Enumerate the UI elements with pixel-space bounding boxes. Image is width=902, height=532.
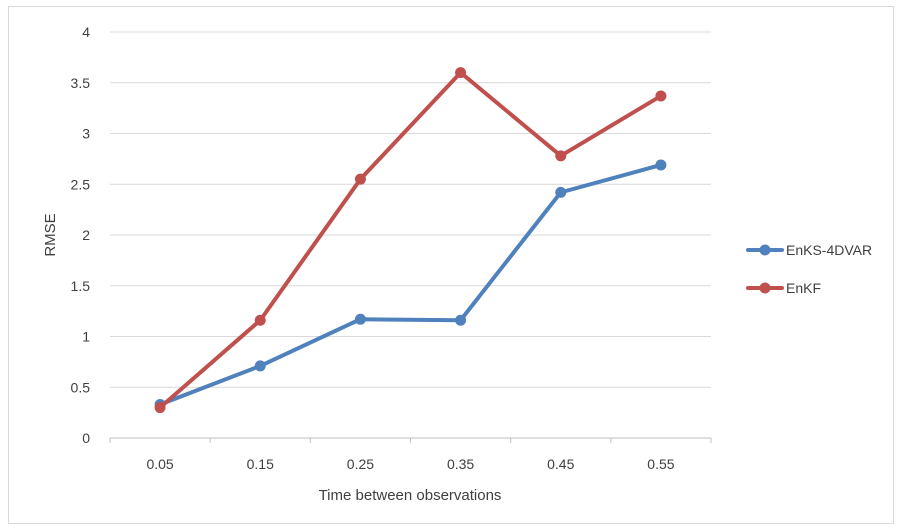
series-line	[158, 70, 663, 410]
legend-item: EnKS-4DVAR	[746, 242, 872, 258]
x-tick-label: 0.25	[347, 456, 374, 472]
data-point	[655, 90, 667, 102]
y-axis-title: RMSE	[42, 213, 59, 256]
data-point	[455, 314, 467, 326]
data-point	[354, 313, 366, 325]
y-tick-label: 0.5	[71, 379, 91, 395]
x-tick-label: 0.15	[247, 456, 274, 472]
series-enkf	[154, 67, 667, 414]
data-point	[555, 150, 567, 162]
legend-item: EnKF	[746, 280, 821, 296]
data-point	[254, 360, 266, 372]
legend-swatch-marker	[759, 282, 771, 294]
gridlines	[109, 31, 712, 443]
legend-swatch-marker	[759, 244, 771, 256]
series-line	[158, 162, 663, 407]
legend: EnKS-4DVAR EnKF	[746, 242, 872, 296]
legend-label: EnKF	[786, 280, 821, 296]
x-tick-label: 0.55	[647, 456, 674, 472]
y-tick-label: 3	[82, 126, 90, 142]
x-tick-label: 0.45	[547, 456, 574, 472]
y-tick-label: 1	[82, 329, 90, 345]
y-tick-label: 2.5	[71, 176, 91, 192]
x-axis-title: Time between observations	[319, 487, 502, 504]
x-tick-label: 0.05	[146, 456, 173, 472]
y-tick-label: 0	[82, 430, 90, 446]
y-tick-label: 4	[82, 24, 90, 40]
data-point	[154, 402, 166, 414]
x-axis-tick-labels: 0.05 0.15 0.25 0.35 0.45 0.55	[146, 456, 674, 472]
data-point	[455, 67, 467, 79]
series-enks-4dvar	[154, 159, 667, 411]
data-point	[655, 159, 667, 171]
data-point	[254, 314, 266, 326]
x-tick-label: 0.35	[447, 456, 474, 472]
data-point	[354, 173, 366, 185]
y-tick-label: 1.5	[71, 278, 91, 294]
y-tick-label: 2	[82, 227, 90, 243]
legend-label: EnKS-4DVAR	[786, 242, 872, 258]
y-axis-tick-labels: 0 0.5 1 1.5 2 2.5 3 3.5 4	[71, 24, 91, 446]
data-point	[555, 186, 567, 198]
y-tick-label: 3.5	[71, 75, 91, 91]
series-lines	[154, 67, 667, 414]
